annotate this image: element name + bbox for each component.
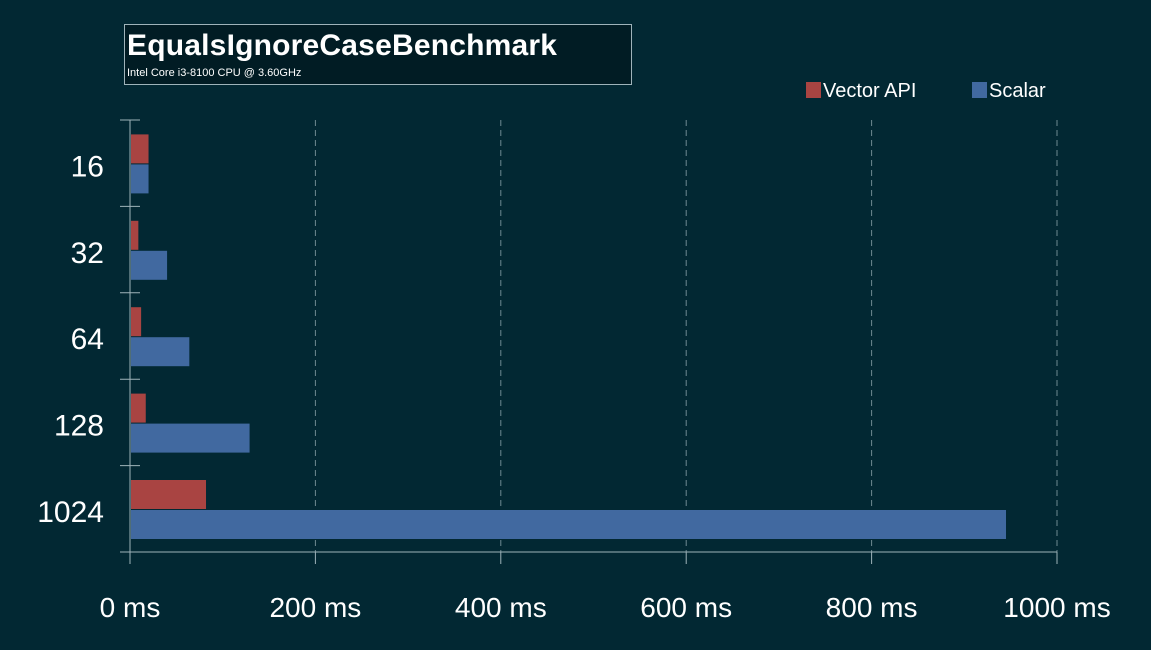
y-tick-label: 128: [54, 410, 104, 443]
bar-vector-api: [131, 134, 149, 164]
legend-swatch: [806, 82, 821, 98]
bar-vector-api: [131, 220, 139, 250]
y-tick-label: 16: [71, 150, 104, 183]
x-tick-label: 600 ms: [640, 592, 732, 623]
y-tick-label: 32: [71, 237, 104, 270]
bar-scalar: [131, 423, 250, 453]
legend-swatch: [972, 82, 987, 98]
y-tick-label: 64: [71, 323, 104, 356]
chart-title: EqualsIgnoreCaseBenchmark: [127, 29, 558, 62]
bar-vector-api: [131, 480, 207, 509]
chart-title-box: EqualsIgnoreCaseBenchmark Intel Core i3-…: [124, 24, 632, 85]
bar-scalar: [131, 164, 149, 194]
bar-scalar: [131, 510, 1007, 539]
y-tick-label: 1024: [37, 496, 104, 529]
bar-vector-api: [131, 393, 146, 423]
bar-scalar: [131, 250, 168, 280]
bar-scalar: [131, 337, 190, 367]
x-tick-label: 400 ms: [455, 592, 547, 623]
bar-vector-api: [131, 307, 142, 337]
legend-label: Vector API: [823, 80, 916, 102]
x-tick-label: 0 ms: [100, 592, 161, 623]
chart-subtitle: Intel Core i3-8100 CPU @ 3.60GHz: [127, 67, 302, 79]
legend-label: Scalar: [989, 80, 1046, 102]
x-tick-label: 1000 ms: [1003, 592, 1110, 623]
x-tick-label: 800 ms: [826, 592, 918, 623]
x-tick-label: 200 ms: [269, 592, 361, 623]
